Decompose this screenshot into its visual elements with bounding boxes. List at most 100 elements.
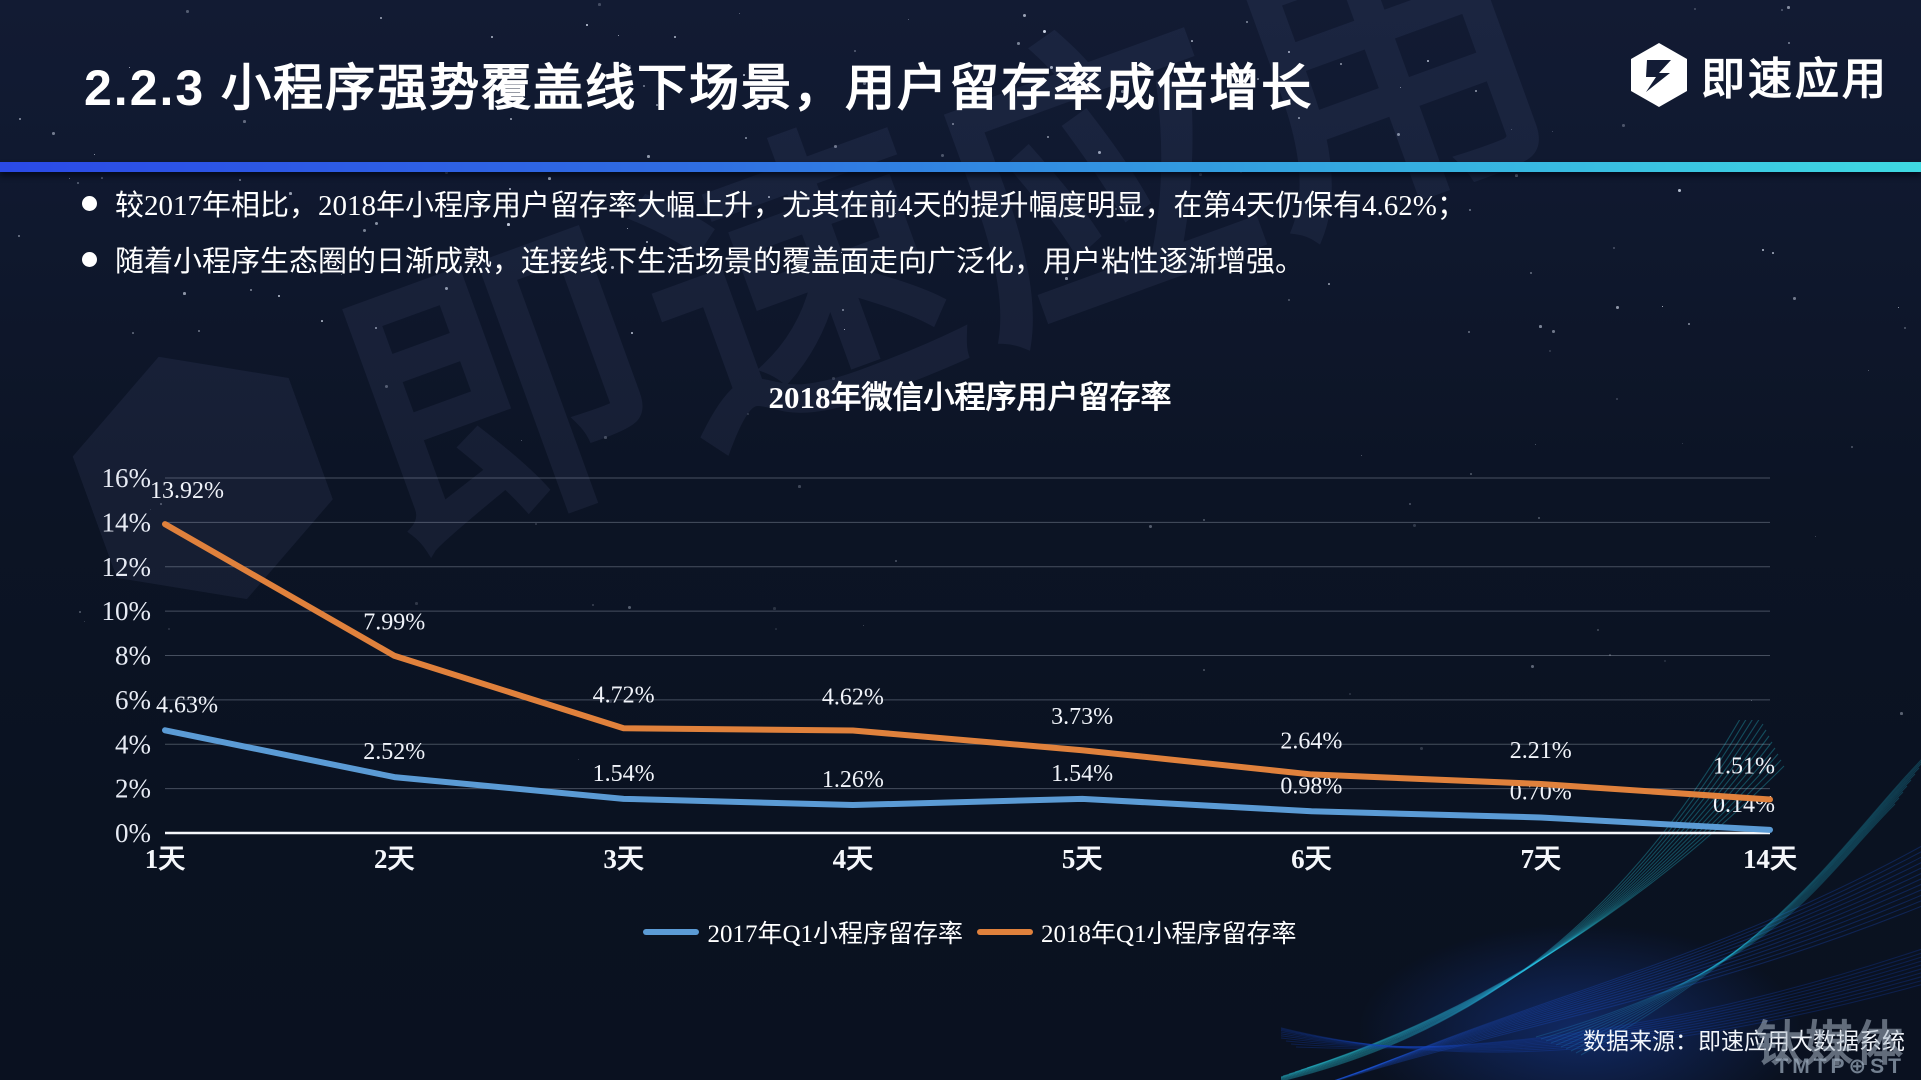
star — [1762, 249, 1765, 252]
y-tick-label: 14% — [102, 507, 152, 537]
star — [1900, 712, 1903, 715]
star — [1191, 40, 1193, 42]
star — [674, 36, 676, 38]
legend-label: 2017年Q1小程序留存率 — [707, 921, 963, 948]
y-tick-label: 12% — [102, 552, 152, 582]
star — [1781, 9, 1783, 11]
y-tick-label: 16% — [102, 463, 152, 493]
star — [1552, 330, 1555, 333]
data-label: 1.26% — [822, 767, 884, 793]
star — [1475, 90, 1478, 93]
data-label: 3.73% — [1051, 704, 1113, 730]
legend-label: 2018年Q1小程序留存率 — [1041, 921, 1297, 948]
x-tick-label: 2天 — [374, 844, 415, 874]
star — [1047, 136, 1049, 138]
star — [1898, 307, 1899, 308]
x-tick-label: 5天 — [1062, 844, 1103, 874]
star — [618, 35, 620, 37]
tmtpost-watermark-en: TMTP⊕ST — [1775, 1055, 1905, 1078]
star — [745, 137, 747, 139]
data-label: 2.64% — [1280, 728, 1342, 754]
star — [132, 332, 134, 334]
star — [1199, 173, 1202, 176]
x-tick-label: 3天 — [603, 844, 644, 874]
star — [1552, 131, 1554, 133]
wave-bundle — [1281, 948, 1921, 1053]
chart-legend: 2017年Q1小程序留存率 2018年Q1小程序留存率 — [60, 914, 1880, 950]
grid-and-axes: 0% 2% 4% 6% 8% 10% 12% 14% 16% — [102, 463, 1770, 848]
star — [1530, 272, 1532, 274]
y-tick-label: 0% — [115, 818, 151, 848]
star — [198, 330, 201, 333]
star — [941, 154, 944, 157]
x-axis-labels: 1天 2天 3天 4天 5天 6天 7天 14天 — [145, 844, 1797, 874]
divider-line — [0, 162, 1921, 172]
page-title: 2.2.3 小程序强势覆盖线下场景，用户留存率成倍增长 — [84, 60, 1314, 116]
wave-bundle — [1535, 759, 1921, 1056]
data-label: 4.72% — [593, 682, 655, 708]
star — [1622, 124, 1625, 127]
data-source-text: 数据来源：即速应用大数据系统 — [1583, 1028, 1905, 1054]
wave-decoration — [1281, 720, 1921, 1080]
chart-title: 2018年微信小程序用户留存率 — [768, 380, 1172, 415]
bullet-item: 较2017年相比，2018年小程序用户留存率大幅上升，尤其在前4天的提升幅度明显… — [82, 182, 1466, 224]
star — [1288, 299, 1291, 302]
star — [101, 177, 103, 179]
star — [1694, 8, 1696, 10]
y-tick-label: 10% — [102, 596, 152, 626]
data-label: 4.62% — [822, 684, 884, 710]
star — [631, 332, 633, 334]
series-2017年Q1小程序留存率: 4.63%2.52%1.54% 1.26% 1.54% 0.98% 0.70% 0.14% — [156, 692, 1775, 833]
data-label: 7.99% — [363, 610, 425, 636]
star — [1539, 325, 1542, 328]
legend-item: 2017年Q1小程序留存率 — [643, 914, 963, 950]
star — [19, 118, 21, 120]
star — [1511, 129, 1512, 130]
star — [1340, 63, 1342, 65]
star — [842, 309, 844, 311]
star — [1468, 331, 1471, 334]
star — [548, 177, 551, 180]
x-tick-label: 6天 — [1291, 844, 1332, 874]
star — [908, 19, 910, 21]
star — [1400, 87, 1402, 89]
star — [1427, 60, 1429, 62]
star — [69, 178, 71, 180]
star — [52, 132, 55, 135]
data-label: 1.54% — [593, 761, 655, 787]
star — [18, 235, 20, 237]
star — [739, 13, 741, 15]
star — [834, 145, 837, 148]
bullet-list: 较2017年相比，2018年小程序用户留存率大幅上升，尤其在前4天的提升幅度明显… — [82, 182, 1466, 294]
star — [1043, 30, 1047, 34]
bullet-text: 较2017年相比，2018年小程序用户留存率大幅上升，尤其在前4天的提升幅度明显… — [115, 190, 1466, 222]
star — [380, 17, 383, 20]
star — [1793, 297, 1796, 300]
y-tick-label: 8% — [115, 641, 151, 671]
brand-logo-text: 即速应用 — [1701, 55, 1889, 104]
data-label: 2.52% — [363, 739, 425, 765]
star — [1613, 247, 1616, 250]
x-tick-label: 4天 — [833, 844, 874, 874]
legend-item: 2018年Q1小程序留存率 — [977, 914, 1297, 950]
glow-decoration — [1350, 920, 1810, 1080]
star — [1098, 151, 1101, 154]
y-tick-label: 6% — [115, 685, 151, 715]
bullet-dot — [82, 251, 97, 267]
star — [239, 179, 241, 181]
star — [1787, 6, 1790, 9]
star — [1469, 209, 1472, 212]
star — [1688, 323, 1690, 325]
star — [278, 295, 280, 297]
star — [1515, 174, 1518, 177]
wave-bundle — [1334, 845, 1921, 1080]
data-label: 1.51% — [1713, 753, 1775, 779]
brand-logo: 即速应用 — [1629, 42, 1889, 108]
series-line — [162, 521, 1773, 803]
bullet-item: 随着小程序生态圈的日渐成熟，连接线下生活场景的覆盖面走向广泛化，用户粘性逐渐增强… — [82, 238, 1466, 280]
y-tick-label: 2% — [115, 774, 151, 804]
star — [1017, 42, 1020, 45]
star — [1662, 306, 1664, 308]
star — [1549, 350, 1552, 353]
